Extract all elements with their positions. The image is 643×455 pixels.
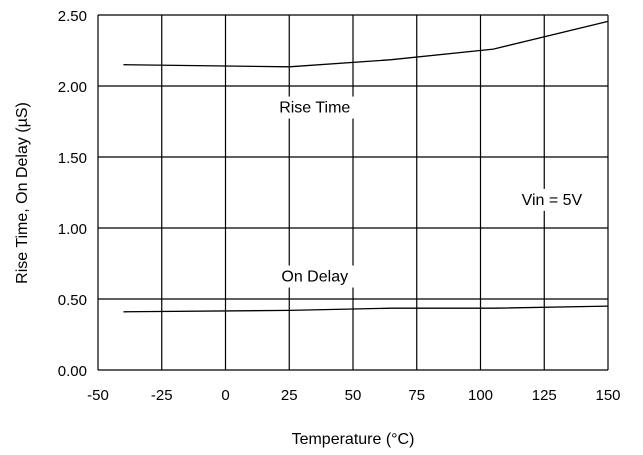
y-tick-label: 0.00 <box>58 363 87 380</box>
annotation-label: On Delay <box>281 269 348 286</box>
annotation-label: Vin = 5V <box>522 192 583 209</box>
x-tick-label: 0 <box>221 387 229 404</box>
x-tick-label: 75 <box>408 387 425 404</box>
y-axis-label: Rise Time, On Delay (µS) <box>14 102 31 284</box>
series-group <box>123 20 609 313</box>
series-line-rise-time <box>123 20 609 68</box>
annotation-bg <box>510 188 594 211</box>
x-tick-labels: -50 -25 0 25 50 75 100 125 150 <box>87 387 620 404</box>
y-tick-label: 1.50 <box>58 150 87 167</box>
x-tick-label: 100 <box>468 387 493 404</box>
series-line-on-delay <box>123 305 609 313</box>
x-tick-label: -25 <box>151 387 173 404</box>
annotation-bg <box>269 96 361 119</box>
annotation-label: Rise Time <box>279 100 350 117</box>
y-tick-labels: 0.00 0.50 1.00 1.50 2.00 2.50 <box>58 8 87 380</box>
grid <box>97 14 609 371</box>
x-tick-label: 50 <box>345 387 362 404</box>
y-tick-label: 0.50 <box>58 292 87 309</box>
y-tick-label: 2.00 <box>58 79 87 96</box>
x-tick-label: 125 <box>532 387 557 404</box>
x-tick-label: -50 <box>87 387 109 404</box>
x-tick-label: 25 <box>281 387 298 404</box>
y-tick-label: 2.50 <box>58 8 87 25</box>
y-tick-label: 1.00 <box>58 221 87 238</box>
x-tick-label: 150 <box>595 387 620 404</box>
x-axis-label: Temperature (°C) <box>292 431 415 448</box>
annotations: Rise Time On Delay Vin = 5V <box>269 96 594 288</box>
annotation-bg <box>273 265 357 288</box>
